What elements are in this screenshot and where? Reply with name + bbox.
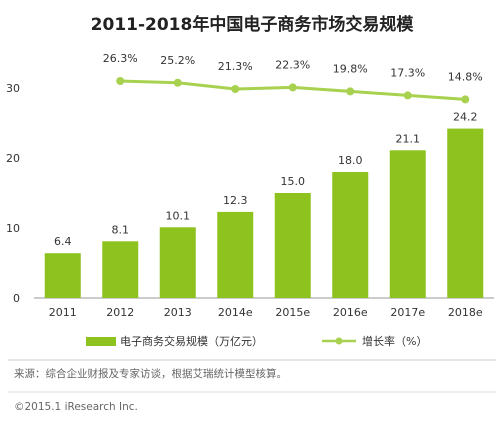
bar-value-label: 15.0 (281, 175, 306, 188)
growth-rate-label: 25.2% (160, 54, 195, 67)
x-tick-label: 2017e (390, 306, 425, 319)
bar (332, 172, 369, 298)
bars (44, 128, 484, 298)
x-tick-label: 2018e (448, 306, 483, 319)
growth-rate-points (116, 77, 470, 104)
growth-rate-point (288, 83, 297, 92)
source-note: 来源：综合企业财报及专家访谈，根据艾瑞统计模型核算。 (14, 367, 287, 380)
copyright: ©2015.1 iResearch Inc. (14, 401, 138, 413)
bar-value-label: 12.3 (223, 194, 248, 207)
bar-value-label: 6.4 (54, 235, 72, 248)
bar-value-label: 8.1 (112, 223, 130, 236)
y-tick-label: 0 (13, 292, 20, 305)
y-tick-label: 30 (6, 82, 20, 95)
y-axis: 0 10 20 30 (6, 82, 20, 305)
y-tick-label: 10 (6, 222, 20, 235)
bar (447, 128, 484, 298)
growth-rate-point (173, 78, 182, 87)
growth-rate-label: 22.3% (275, 58, 310, 71)
bar (159, 227, 196, 298)
growth-rate-point (346, 87, 355, 96)
y-tick-label: 20 (6, 152, 20, 165)
growth-rate-label: 21.3% (218, 60, 253, 73)
bar (44, 253, 81, 298)
bar-value-label: 24.2 (453, 111, 478, 124)
growth-rate-point (116, 77, 125, 85)
x-tick-label: 2015e (275, 306, 310, 319)
growth-rate-label: 26.3% (103, 52, 138, 65)
x-tick-label: 2014e (218, 306, 253, 319)
legend-line-label: 增长率（%） (362, 334, 427, 348)
legend: 电子商务交易规模（万亿元） 增长率（%） (86, 334, 427, 348)
x-tick-label: 2016e (333, 306, 368, 319)
legend-bar-label: 电子商务交易规模（万亿元） (120, 334, 263, 348)
bar (217, 211, 254, 298)
legend-bar-swatch (86, 337, 116, 346)
bar-labels: 6.4 8.1 10.1 12.3 15.0 18.0 21.1 24.2 (54, 111, 478, 249)
x-tick-labels: 2011 2012 2013 2014e 2015e 2016e 2017e 2018e (49, 306, 483, 319)
bar (102, 241, 139, 298)
bar (389, 150, 426, 298)
legend-line-marker (335, 337, 343, 345)
growth-rate-point (403, 91, 412, 100)
growth-rate-point (231, 85, 240, 93)
bar-value-label: 18.0 (338, 154, 363, 167)
x-tick-label: 2013 (164, 306, 192, 319)
growth-rate-point (461, 95, 470, 104)
chart-title: 2011-2018年中国电子商务市场交易规模 (91, 14, 415, 35)
bar-value-label: 10.1 (166, 209, 191, 222)
growth-rate-labels: 26.3% 25.2% 21.3% 22.3% 19.8% 17.3% 14.8% (103, 52, 483, 83)
x-tick-label: 2011 (49, 306, 77, 319)
growth-rate-label: 19.8% (333, 62, 368, 75)
growth-rate-label: 17.3% (390, 66, 425, 79)
bar-value-label: 21.1 (396, 132, 421, 145)
bar (274, 193, 311, 298)
x-tick-label: 2012 (106, 306, 134, 319)
growth-rate-label: 14.8% (448, 70, 483, 83)
